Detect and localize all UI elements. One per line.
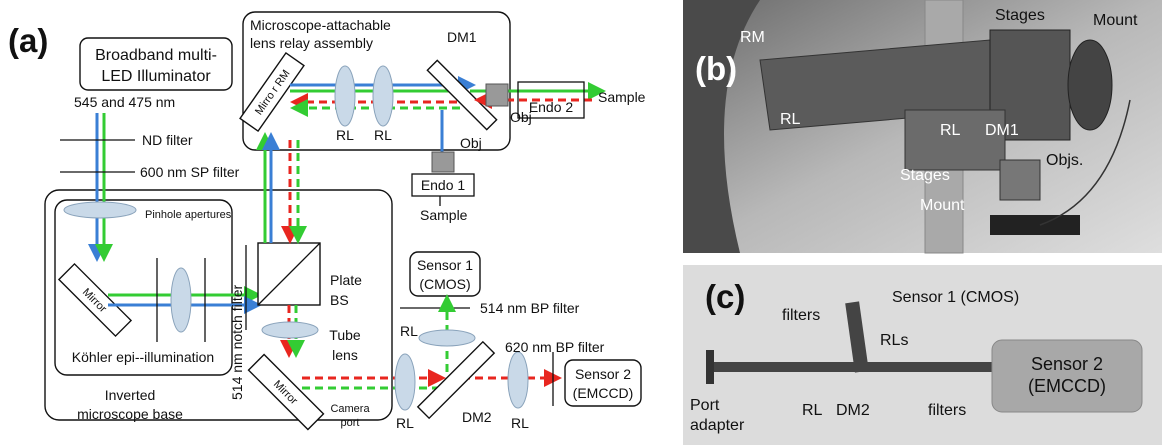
callout: RL bbox=[780, 111, 801, 128]
panel-b: (b) RM RL Stages Mount RL DM1 Stages Obj… bbox=[683, 0, 1162, 253]
mount bbox=[1068, 40, 1112, 130]
stage-block bbox=[905, 110, 1005, 170]
lens bbox=[64, 202, 136, 218]
lens bbox=[373, 66, 393, 126]
callout: Stages bbox=[995, 7, 1045, 24]
page: (a) Broadband multi-LED Illuminator 545 … bbox=[0, 0, 1162, 445]
nd-filter-label: ND filter bbox=[142, 132, 193, 148]
panel-a: (a) Broadband multi-LED Illuminator 545 … bbox=[8, 12, 646, 431]
lens bbox=[419, 330, 475, 346]
dm2-label: DM2 bbox=[462, 409, 492, 425]
dm1-label: DM1 bbox=[447, 29, 477, 45]
callout: Stages bbox=[900, 167, 950, 184]
sample-label: Sample bbox=[598, 89, 646, 105]
bp-514-label: 514 nm BP filter bbox=[480, 300, 580, 316]
objectives bbox=[1000, 160, 1040, 200]
obj-label: Obj bbox=[460, 135, 482, 151]
objective bbox=[486, 84, 508, 106]
panel-label: (a) bbox=[8, 22, 48, 59]
rl-label: RL bbox=[336, 127, 354, 143]
callout: Sensor 1 (CMOS) bbox=[892, 289, 1019, 306]
callout: DM2 bbox=[836, 402, 870, 419]
kohler-label: Köhler epi--illumination bbox=[72, 349, 214, 365]
callout: filters bbox=[928, 402, 966, 419]
callout: Objs. bbox=[1046, 152, 1083, 169]
callout: DM1 bbox=[985, 122, 1019, 139]
lens bbox=[335, 66, 355, 126]
callout: filters bbox=[782, 307, 820, 324]
lens bbox=[171, 268, 191, 332]
lens bbox=[262, 322, 318, 338]
rl-label: RL bbox=[396, 415, 414, 431]
wavelengths-label: 545 and 475 nm bbox=[74, 94, 175, 110]
mount-plate bbox=[990, 215, 1080, 235]
callout: RL bbox=[802, 402, 823, 419]
endo-1-label: Endo 1 bbox=[421, 177, 466, 193]
callout: Mount bbox=[1093, 12, 1138, 29]
rl-label: RL bbox=[400, 323, 418, 339]
sample-label: Sample bbox=[420, 207, 468, 223]
figure: (a) Broadband multi-LED Illuminator 545 … bbox=[0, 0, 1162, 445]
callout: RLs bbox=[880, 332, 908, 349]
dm2 bbox=[418, 342, 494, 418]
callout: Mount bbox=[920, 197, 965, 214]
callout: RL bbox=[940, 122, 961, 139]
notch-filter-label: 514 nm notch filter bbox=[229, 284, 245, 400]
objective bbox=[432, 152, 454, 172]
panel-label: (c) bbox=[705, 278, 745, 315]
callout: RM bbox=[740, 29, 765, 46]
lens bbox=[395, 354, 415, 410]
rl-label: RL bbox=[511, 415, 529, 431]
lens bbox=[508, 352, 528, 408]
endo-2-label: Endo 2 bbox=[529, 99, 574, 115]
panel-label: (b) bbox=[695, 50, 737, 87]
pinholes-label: Pinhole apertures bbox=[145, 209, 232, 221]
bp-620-label: 620 nm BP filter bbox=[505, 339, 605, 355]
sp-filter-label: 600 nm SP filter bbox=[140, 164, 240, 180]
rl-label: RL bbox=[374, 127, 392, 143]
port-adapter bbox=[706, 350, 714, 384]
